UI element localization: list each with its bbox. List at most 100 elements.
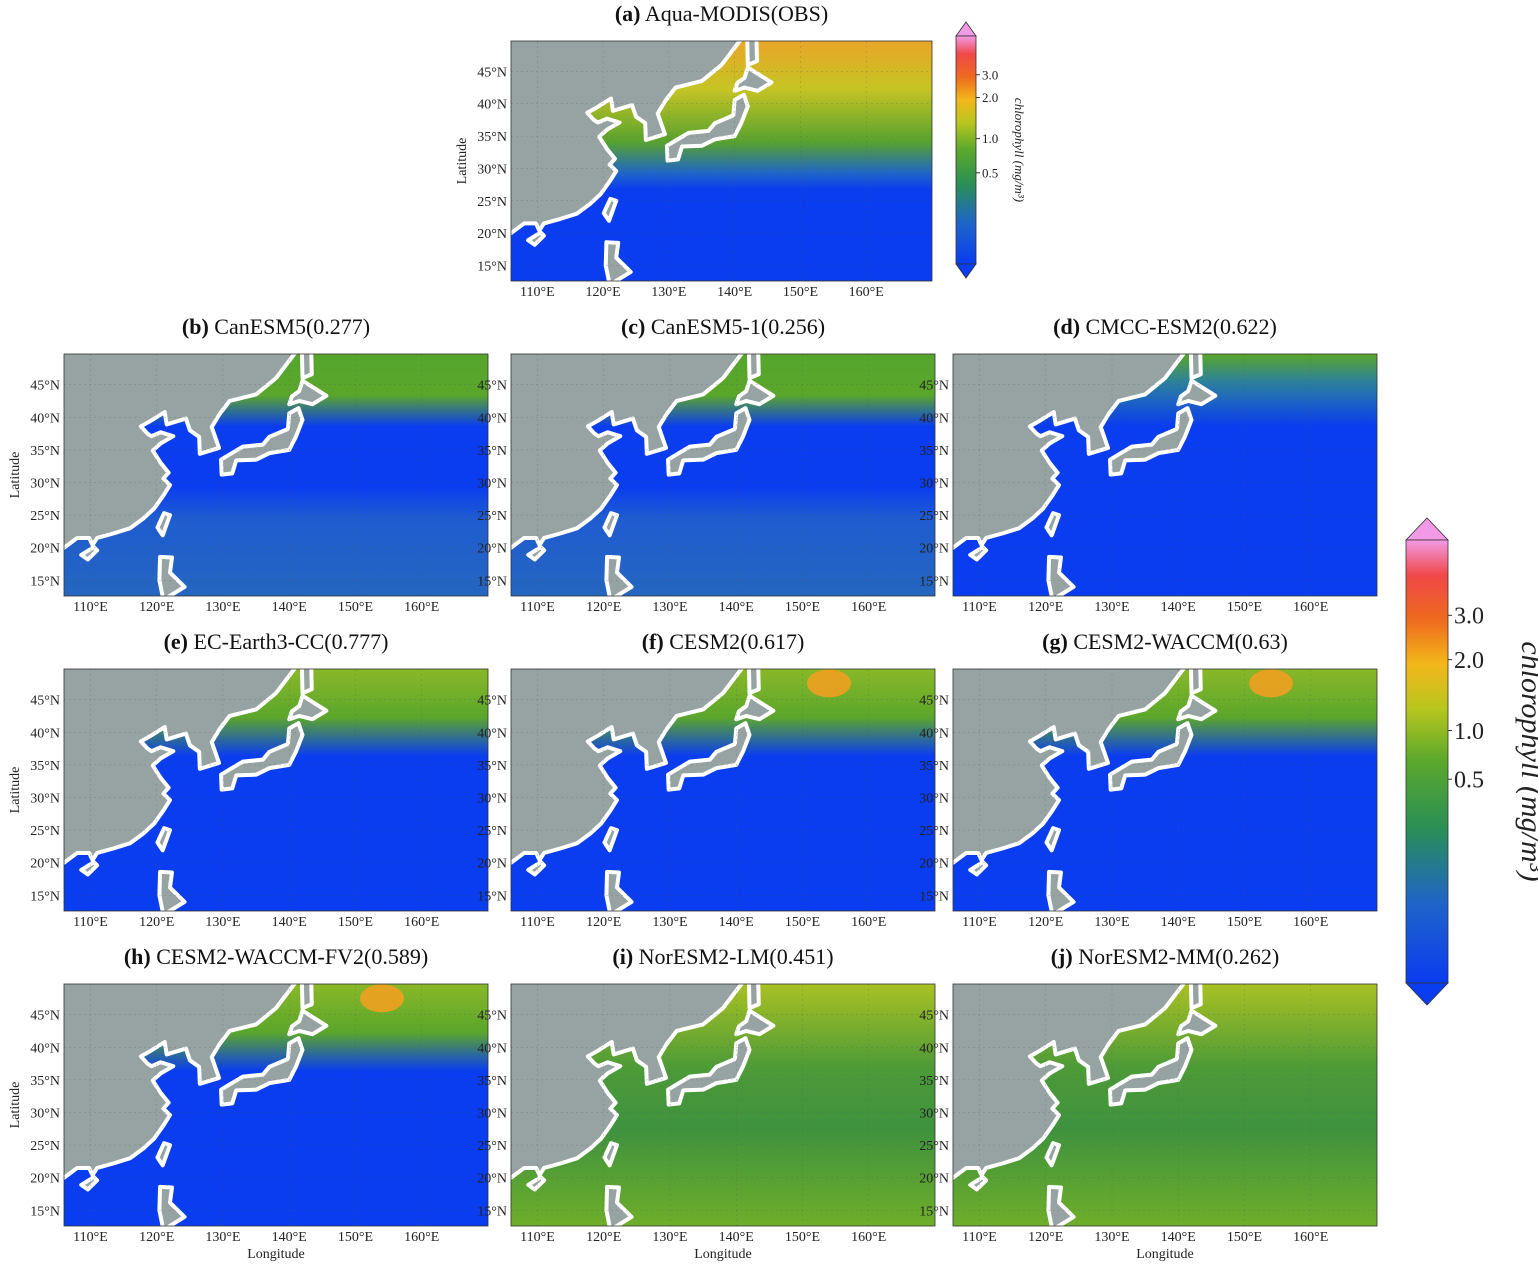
panel-label: (f) — [642, 629, 664, 654]
panel-name: NorESM2-LM(0.451) — [639, 944, 834, 969]
panel-title: (e) EC-Earth3-CC(0.777) — [164, 629, 389, 654]
y-tick-label: 25°N — [30, 824, 60, 839]
land — [64, 669, 488, 911]
y-tick-label: 15°N — [919, 1204, 949, 1219]
panel-name: CESM2-WACCM-FV2(0.589) — [156, 944, 428, 969]
landmass — [1044, 511, 1061, 538]
y-tick-label: 20°N — [30, 542, 60, 557]
y-tick-label: 40°N — [30, 726, 60, 741]
panel-name: CanESM5(0.277) — [214, 314, 370, 339]
y-tick-label: 30°N — [919, 1107, 949, 1122]
land — [953, 354, 1377, 596]
land — [953, 984, 1377, 1226]
x-tick-label: 120°E — [586, 1230, 621, 1245]
land — [511, 41, 932, 281]
x-tick-label: 160°E — [1293, 600, 1328, 615]
x-tick-label: 110°E — [73, 600, 108, 615]
bloom — [807, 669, 851, 698]
panel-label: (i) — [612, 944, 633, 969]
frame — [952, 353, 1378, 597]
x-tick-label: 140°E — [1161, 915, 1196, 930]
landmass — [745, 41, 760, 67]
panel-label: (c) — [621, 314, 645, 339]
colorbars: 3.0 2.0 1.0 0.5 chlorophyll (mg/m³) 3.0 2.0 1.0… — [955, 21, 1538, 1006]
landmass — [734, 693, 776, 722]
landmass — [746, 984, 761, 1011]
panel-title: (a) Aqua-MODIS(OBS) — [615, 1, 828, 26]
landmass — [1044, 826, 1061, 853]
y-tick-label: 30°N — [477, 1107, 507, 1122]
landmass — [968, 545, 989, 562]
landmass — [79, 1175, 100, 1192]
panel-name: Aqua-MODIS(OBS) — [645, 1, 828, 26]
landmass — [219, 406, 305, 477]
y-tick-label: 15°N — [477, 574, 507, 589]
x-tick-label: 130°E — [205, 1230, 240, 1245]
colorbar-bottom — [1405, 982, 1449, 1006]
landmass — [219, 1036, 305, 1107]
y-tick-label: 35°N — [477, 130, 507, 145]
x-tick-label: 120°E — [139, 600, 174, 615]
x-tick-label: 130°E — [651, 285, 686, 300]
frame — [63, 668, 489, 912]
x-tick-label: 150°E — [338, 600, 373, 615]
frame — [510, 40, 933, 282]
x-tick-label: 140°E — [272, 1230, 307, 1245]
y-tick-label: 15°N — [919, 889, 949, 904]
y-tick-label: 20°N — [30, 857, 60, 872]
x-tick-label: 160°E — [404, 915, 439, 930]
landmass — [526, 1175, 547, 1192]
x-tick-label: 140°E — [272, 600, 307, 615]
y-tick-label: 45°N — [30, 1009, 60, 1024]
colorbar-body — [955, 35, 977, 265]
landmass — [219, 721, 305, 792]
y-tick-label: 35°N — [919, 759, 949, 774]
map-panel: 110°E 120°E 130°E 140°E 150°E 160°E 15°N 20°N 25… — [8, 314, 489, 615]
y-tick-label: 45°N — [919, 694, 949, 709]
x-axis-label: Longitude — [694, 1247, 752, 1262]
landmass — [968, 1175, 989, 1192]
map-panel: 110°E 120°E 130°E 140°E 150°E 160°E 15°N 20°N 25… — [919, 629, 1378, 930]
y-tick-label: 40°N — [30, 411, 60, 426]
x-tick-label: 130°E — [1094, 1230, 1129, 1245]
y-tick-label: 35°N — [919, 444, 949, 459]
x-tick-label: 150°E — [783, 285, 818, 300]
y-tick-label: 35°N — [919, 1074, 949, 1089]
map-panel: 110°E 120°E 130°E 140°E 150°E 160°E 15°N 20°N 25… — [919, 314, 1378, 615]
y-tick-label: 40°N — [477, 726, 507, 741]
panel-title: (g) CESM2-WACCM(0.63) — [1042, 629, 1288, 654]
x-tick-label: 160°E — [849, 285, 884, 300]
x-tick-label: 130°E — [652, 1230, 687, 1245]
x-tick-label: 140°E — [272, 915, 307, 930]
frame — [510, 668, 936, 912]
x-tick-label: 160°E — [1293, 915, 1328, 930]
y-tick-label: 25°N — [919, 824, 949, 839]
y-tick-label: 45°N — [477, 65, 507, 80]
x-tick-label: 110°E — [962, 1230, 997, 1245]
landmass — [602, 1141, 619, 1168]
y-tick-label: 20°N — [30, 1172, 60, 1187]
y-tick-label: 40°N — [477, 98, 507, 113]
land — [64, 984, 488, 1226]
landmass — [601, 196, 619, 223]
landmass — [1108, 1036, 1194, 1107]
landmass — [666, 1036, 752, 1107]
panel-name: CMCC-ESM2(0.622) — [1086, 314, 1277, 339]
x-tick-label: 160°E — [851, 915, 886, 930]
landmass — [1044, 1141, 1061, 1168]
y-tick-label: 35°N — [477, 759, 507, 774]
colorbar-top — [1405, 517, 1449, 541]
y-tick-label: 45°N — [919, 379, 949, 394]
panel-label: (a) — [615, 1, 641, 26]
panel-title: (i) NorESM2-LM(0.451) — [612, 944, 833, 969]
x-tick-label: 110°E — [962, 915, 997, 930]
landmass — [79, 860, 100, 877]
y-tick-label: 20°N — [477, 1172, 507, 1187]
landmass — [299, 984, 314, 1011]
x-tick-label: 160°E — [1293, 1230, 1328, 1245]
x-tick-label: 120°E — [139, 1230, 174, 1245]
y-tick-label: 20°N — [919, 542, 949, 557]
x-tick-label: 120°E — [586, 915, 621, 930]
y-tick-label: 45°N — [477, 1009, 507, 1024]
map-panel: 110°E 120°E 130°E 140°E 150°E 160°E 15°N 20°N 25… — [455, 1, 933, 300]
